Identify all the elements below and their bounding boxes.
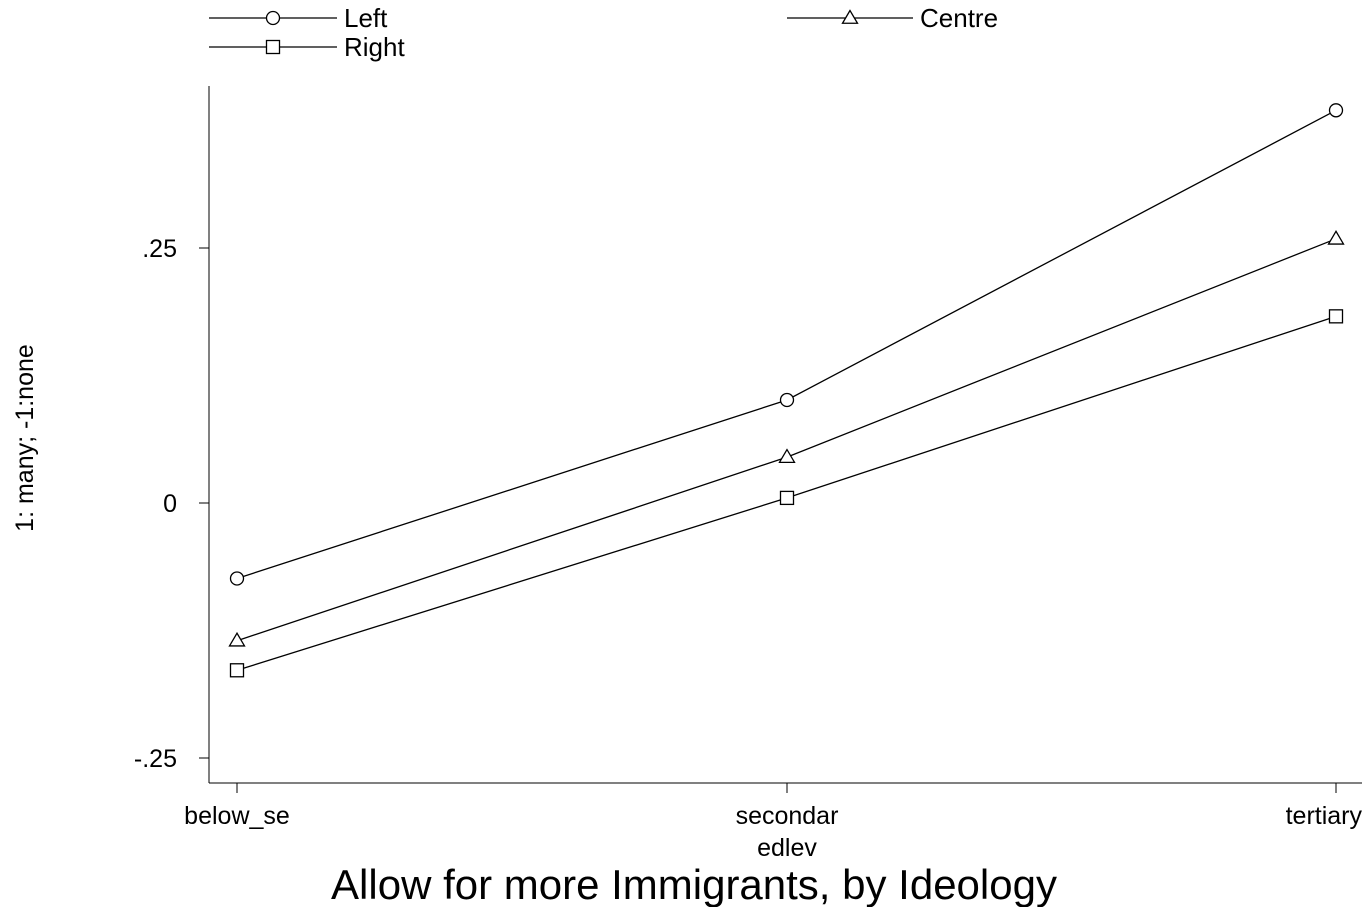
x-tick-label: tertiary <box>1286 802 1363 830</box>
x-axis-label: edlev <box>757 834 817 862</box>
data-point-left <box>229 571 245 586</box>
data-point-centre <box>228 631 246 647</box>
data-point-left <box>779 392 795 408</box>
legend-label: Left <box>344 3 388 33</box>
chart-title: Allow for more Immigrants, by Ideology <box>331 861 1057 907</box>
y-ticks: -.25 0 .25 <box>134 235 209 773</box>
legend-marker-centre <box>841 9 859 24</box>
y-axis-label: 1: many; -1:none <box>11 344 39 532</box>
data-point-right <box>779 490 795 506</box>
data-point-right <box>229 663 245 678</box>
series-line-centre <box>236 238 1337 642</box>
y-tick-label: 0 <box>163 490 177 518</box>
legend-marker-right <box>265 39 281 55</box>
y-tick-label: -.25 <box>134 745 177 773</box>
legend: Left Centre Right <box>209 3 998 62</box>
x-tick-label: secondar <box>736 802 839 830</box>
data-point-centre <box>1327 230 1345 245</box>
x-tick-label: below_se <box>184 802 290 830</box>
legend-item-right: Right <box>209 32 405 62</box>
y-tick-label: .25 <box>142 235 177 263</box>
legend-label: Centre <box>920 3 998 33</box>
legend-label: Right <box>344 32 405 62</box>
legend-item-centre: Centre <box>787 3 998 33</box>
plot-area <box>228 103 1345 678</box>
data-point-centre <box>778 448 796 464</box>
legend-item-left: Left <box>209 3 388 33</box>
legend-marker-left <box>265 10 281 26</box>
axes: -.25 0 .25 below_se secondar tertiary <box>134 86 1362 830</box>
x-ticks: below_se secondar tertiary <box>184 783 1362 830</box>
series-line-left <box>236 109 1337 580</box>
data-point-right <box>1328 309 1344 324</box>
data-point-left <box>1328 103 1344 118</box>
